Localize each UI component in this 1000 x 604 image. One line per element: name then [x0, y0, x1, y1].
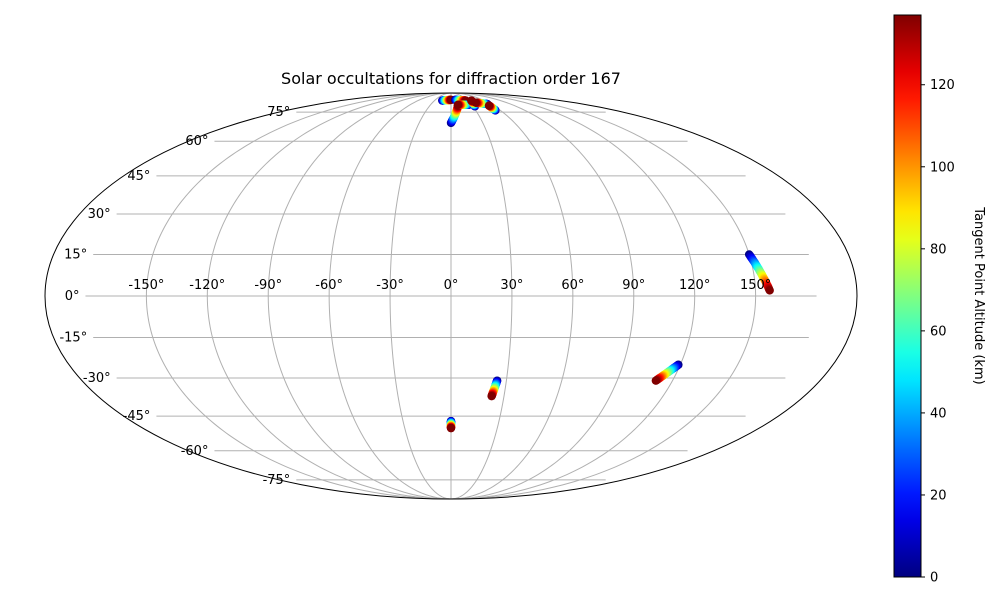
lat-tick-label: -15°	[59, 331, 87, 346]
lat-tick-label: 0°	[65, 289, 80, 304]
track-point	[765, 286, 774, 295]
lat-tick-label: -30°	[83, 371, 111, 386]
track-point	[471, 98, 480, 107]
lon-tick-label: 30°	[500, 278, 523, 293]
track-point	[484, 101, 494, 110]
occultation-track	[744, 250, 774, 295]
lat-tick-label: 30°	[88, 207, 111, 222]
grid-layer	[85, 92, 817, 500]
latitude-tick-labels: -75° -60° -45° -30° -15° 0° 15° 30° 45° 60° 75°	[59, 105, 290, 488]
lon-tick-label: 150°	[740, 278, 771, 293]
lon-tick-label: 0°	[444, 278, 459, 293]
map-outline	[44, 92, 858, 500]
map-outline-layer	[44, 92, 858, 500]
colorbar-tick-label: 120	[930, 78, 955, 93]
occultation-track	[438, 95, 456, 105]
occultation-track	[484, 101, 500, 115]
colorbar-gradient	[893, 14, 922, 578]
lat-tick-label: -75°	[263, 473, 291, 488]
track-point	[446, 423, 456, 433]
occultation-track	[446, 416, 456, 433]
chart-title: Solar occultations for diffraction order…	[281, 69, 621, 88]
lat-tick-label: -45°	[123, 409, 151, 424]
track-point	[487, 391, 496, 401]
lon-tick-label: -120°	[189, 278, 225, 293]
colorbar: 0 20 40 60 80 100 120 Tangent Point Altitude (k…	[893, 14, 986, 586]
colorbar-tick-label: 20	[930, 488, 947, 503]
occultation-tracks-layer	[438, 95, 774, 433]
colorbar-tick-label: 40	[930, 406, 947, 421]
colorbar-tick-label: 0	[930, 571, 938, 586]
lat-tick-label: 15°	[64, 247, 87, 262]
lon-tick-label: 60°	[561, 278, 584, 293]
lat-tick-label: 45°	[127, 169, 150, 184]
lon-tick-label: 90°	[622, 278, 645, 293]
occultation-track	[487, 376, 502, 401]
longitude-tick-labels: -150° -120° -90° -60° -30° 0° 30° 60° 90° 120° 150…	[128, 278, 771, 293]
lon-tick-label: -30°	[376, 278, 404, 293]
lat-tick-label: 60°	[185, 134, 208, 149]
colorbar-tick-label: 80	[930, 242, 947, 257]
track-point	[453, 100, 463, 110]
colorbar-label: Tangent Point Altitude (km)	[971, 206, 986, 384]
lat-tick-label: 75°	[267, 105, 290, 120]
colorbar-tick-label: 60	[930, 324, 947, 339]
lon-tick-label: -90°	[254, 278, 282, 293]
lon-tick-label: 120°	[679, 278, 710, 293]
lon-tick-label: -60°	[315, 278, 343, 293]
track-point	[651, 376, 661, 385]
lat-tick-label: -60°	[181, 444, 209, 459]
colorbar-tick-label: 100	[930, 160, 955, 175]
lon-tick-label: -150°	[128, 278, 164, 293]
occultation-track	[651, 360, 683, 385]
